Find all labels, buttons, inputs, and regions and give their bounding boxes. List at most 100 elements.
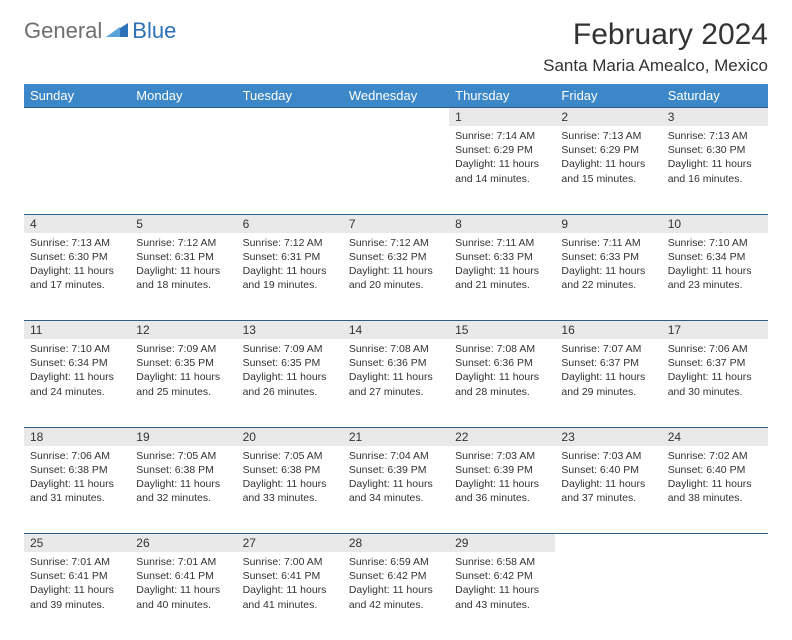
- day-details: Sunrise: 7:05 AMSunset: 6:38 PMDaylight:…: [130, 446, 236, 512]
- day-number: 21: [343, 428, 449, 446]
- daylight-text: Daylight: 11 hours and 33 minutes.: [243, 477, 337, 505]
- day-number: 10: [662, 215, 768, 233]
- day-details-cell: Sunrise: 7:08 AMSunset: 6:36 PMDaylight:…: [343, 339, 449, 427]
- day-number: 25: [24, 534, 130, 552]
- sunrise-text: Sunrise: 7:11 AM: [455, 236, 549, 250]
- sunset-text: Sunset: 6:35 PM: [136, 356, 230, 370]
- day-number-cell: 18: [24, 427, 130, 446]
- sunset-text: Sunset: 6:37 PM: [668, 356, 762, 370]
- day-details: Sunrise: 7:13 AMSunset: 6:30 PMDaylight:…: [662, 126, 768, 192]
- sunset-text: Sunset: 6:38 PM: [30, 463, 124, 477]
- day-number-cell: [555, 534, 661, 553]
- sunset-text: Sunset: 6:36 PM: [349, 356, 443, 370]
- day-number: [130, 108, 236, 126]
- sunset-text: Sunset: 6:39 PM: [349, 463, 443, 477]
- sunrise-text: Sunrise: 7:06 AM: [668, 342, 762, 356]
- day-details-cell: Sunrise: 6:59 AMSunset: 6:42 PMDaylight:…: [343, 552, 449, 640]
- day-details: Sunrise: 7:03 AMSunset: 6:39 PMDaylight:…: [449, 446, 555, 512]
- calendar-body: 123Sunrise: 7:14 AMSunset: 6:29 PMDaylig…: [24, 108, 768, 640]
- day-details: [130, 126, 236, 135]
- day-number: 7: [343, 215, 449, 233]
- daylight-text: Daylight: 11 hours and 14 minutes.: [455, 157, 549, 185]
- day-details: Sunrise: 7:09 AMSunset: 6:35 PMDaylight:…: [237, 339, 343, 405]
- daylight-text: Daylight: 11 hours and 32 minutes.: [136, 477, 230, 505]
- daynum-row: 123: [24, 108, 768, 127]
- day-details-cell: Sunrise: 7:10 AMSunset: 6:34 PMDaylight:…: [24, 339, 130, 427]
- day-number-cell: 28: [343, 534, 449, 553]
- day-details: Sunrise: 7:06 AMSunset: 6:37 PMDaylight:…: [662, 339, 768, 405]
- day-number: 16: [555, 321, 661, 339]
- daylight-text: Daylight: 11 hours and 21 minutes.: [455, 264, 549, 292]
- sunrise-text: Sunrise: 7:11 AM: [561, 236, 655, 250]
- weekday-header: Saturday: [662, 84, 768, 108]
- sunrise-text: Sunrise: 7:10 AM: [30, 342, 124, 356]
- weekday-header: Sunday: [24, 84, 130, 108]
- day-details: [343, 126, 449, 135]
- title-block: February 2024 Santa Maria Amealco, Mexic…: [543, 18, 768, 76]
- day-details-cell: Sunrise: 7:08 AMSunset: 6:36 PMDaylight:…: [449, 339, 555, 427]
- day-details-cell: Sunrise: 7:11 AMSunset: 6:33 PMDaylight:…: [449, 233, 555, 321]
- sunrise-text: Sunrise: 7:13 AM: [668, 129, 762, 143]
- daylight-text: Daylight: 11 hours and 41 minutes.: [243, 583, 337, 611]
- day-number: 24: [662, 428, 768, 446]
- sunrise-text: Sunrise: 7:09 AM: [136, 342, 230, 356]
- day-details: [662, 552, 768, 561]
- day-number-cell: [130, 108, 236, 127]
- day-details-cell: Sunrise: 7:06 AMSunset: 6:37 PMDaylight:…: [662, 339, 768, 427]
- daylight-text: Daylight: 11 hours and 42 minutes.: [349, 583, 443, 611]
- day-number-cell: [24, 108, 130, 127]
- day-details-cell: Sunrise: 7:10 AMSunset: 6:34 PMDaylight:…: [662, 233, 768, 321]
- daylight-text: Daylight: 11 hours and 23 minutes.: [668, 264, 762, 292]
- day-number-cell: 21: [343, 427, 449, 446]
- daylight-text: Daylight: 11 hours and 16 minutes.: [668, 157, 762, 185]
- day-number: 9: [555, 215, 661, 233]
- day-details-cell: Sunrise: 7:11 AMSunset: 6:33 PMDaylight:…: [555, 233, 661, 321]
- day-number-cell: 9: [555, 214, 661, 233]
- daylight-text: Daylight: 11 hours and 29 minutes.: [561, 370, 655, 398]
- day-details-cell: [662, 552, 768, 640]
- day-number-cell: 16: [555, 321, 661, 340]
- day-details: Sunrise: 7:04 AMSunset: 6:39 PMDaylight:…: [343, 446, 449, 512]
- day-details-cell: Sunrise: 7:07 AMSunset: 6:37 PMDaylight:…: [555, 339, 661, 427]
- day-number: 2: [555, 108, 661, 126]
- day-number-cell: [662, 534, 768, 553]
- sunset-text: Sunset: 6:40 PM: [561, 463, 655, 477]
- weekday-header: Thursday: [449, 84, 555, 108]
- day-number: 15: [449, 321, 555, 339]
- sunrise-text: Sunrise: 6:59 AM: [349, 555, 443, 569]
- day-details: Sunrise: 6:58 AMSunset: 6:42 PMDaylight:…: [449, 552, 555, 618]
- sunrise-text: Sunrise: 6:58 AM: [455, 555, 549, 569]
- day-details-cell: Sunrise: 7:04 AMSunset: 6:39 PMDaylight:…: [343, 446, 449, 534]
- day-number-cell: 2: [555, 108, 661, 127]
- sunrise-text: Sunrise: 7:01 AM: [30, 555, 124, 569]
- day-number-cell: 11: [24, 321, 130, 340]
- sunrise-text: Sunrise: 7:03 AM: [455, 449, 549, 463]
- day-number: 26: [130, 534, 236, 552]
- sunset-text: Sunset: 6:35 PM: [243, 356, 337, 370]
- day-details: [24, 126, 130, 135]
- day-number-cell: 4: [24, 214, 130, 233]
- sunset-text: Sunset: 6:31 PM: [136, 250, 230, 264]
- logo-triangle-icon: [106, 21, 128, 42]
- day-details: Sunrise: 7:06 AMSunset: 6:38 PMDaylight:…: [24, 446, 130, 512]
- sunrise-text: Sunrise: 7:09 AM: [243, 342, 337, 356]
- daylight-text: Daylight: 11 hours and 43 minutes.: [455, 583, 549, 611]
- day-number-cell: 14: [343, 321, 449, 340]
- weekday-header: Wednesday: [343, 84, 449, 108]
- day-details-cell: [343, 126, 449, 214]
- logo-text-blue: Blue: [132, 18, 176, 44]
- daylight-text: Daylight: 11 hours and 24 minutes.: [30, 370, 124, 398]
- sunrise-text: Sunrise: 7:06 AM: [30, 449, 124, 463]
- day-details: Sunrise: 7:01 AMSunset: 6:41 PMDaylight:…: [130, 552, 236, 618]
- day-number-cell: 25: [24, 534, 130, 553]
- day-details-cell: Sunrise: 7:12 AMSunset: 6:32 PMDaylight:…: [343, 233, 449, 321]
- daynum-row: 45678910: [24, 214, 768, 233]
- sunrise-text: Sunrise: 7:05 AM: [243, 449, 337, 463]
- day-number: [24, 108, 130, 126]
- daylight-text: Daylight: 11 hours and 18 minutes.: [136, 264, 230, 292]
- day-details-cell: Sunrise: 7:09 AMSunset: 6:35 PMDaylight:…: [237, 339, 343, 427]
- location-subtitle: Santa Maria Amealco, Mexico: [543, 56, 768, 76]
- details-row: Sunrise: 7:13 AMSunset: 6:30 PMDaylight:…: [24, 233, 768, 321]
- daylight-text: Daylight: 11 hours and 22 minutes.: [561, 264, 655, 292]
- day-details-cell: Sunrise: 7:01 AMSunset: 6:41 PMDaylight:…: [130, 552, 236, 640]
